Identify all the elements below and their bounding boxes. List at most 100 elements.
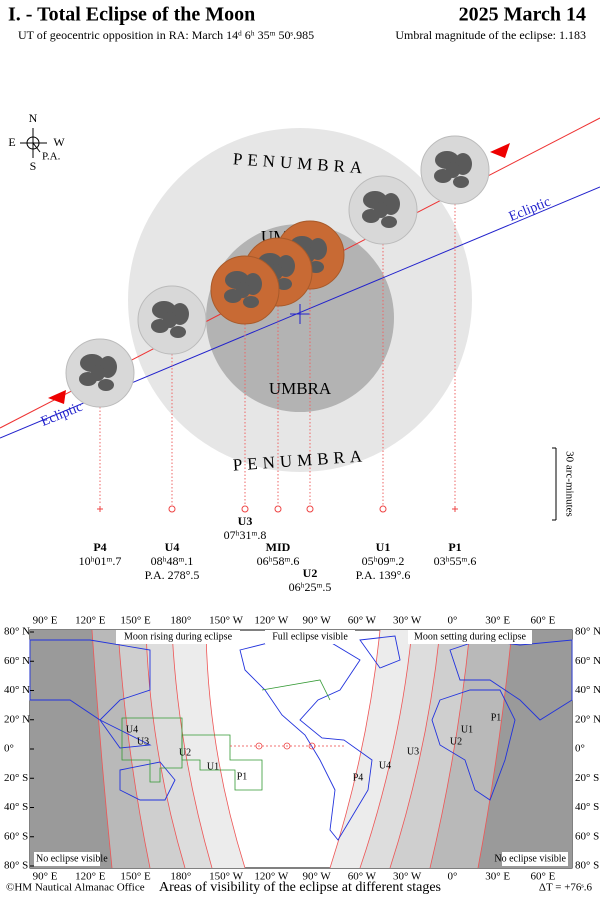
lat-label: 40° N (575, 684, 600, 696)
lat-label: 0° (4, 743, 14, 755)
moon-maria (98, 379, 114, 391)
date: 2025 March 14 (459, 4, 586, 26)
compass-w: W (53, 135, 65, 149)
title: I. - Total Eclipse of the Moon (8, 4, 255, 26)
contact-marker (379, 505, 387, 513)
arrow (48, 390, 66, 404)
lat-label: 0° (575, 743, 585, 755)
region-label: No eclipse visible (36, 853, 108, 864)
contact-time: 07ʰ31ᵐ.8 (224, 528, 267, 542)
magnitude: Umbral magnitude of the eclipse: 1.183 (395, 28, 586, 42)
lon-label: 30° E (485, 871, 510, 883)
lat-label: 80° N (575, 626, 600, 638)
lat-label: 80° S (4, 860, 28, 872)
stage-label: U1 (461, 724, 473, 735)
stage-label: U4 (126, 724, 138, 735)
stage-label: U2 (450, 736, 462, 747)
lon-label: 60° E (531, 871, 556, 883)
compass-pa: P.A. (42, 151, 61, 163)
moons: UMBRA (65, 135, 490, 513)
compass: N S E W P.A. (8, 111, 65, 173)
region-label: Moon rising during eclipse (124, 631, 233, 642)
lat-label: 80° N (4, 626, 30, 638)
map: 90° E 90° E 120° E 120° E 150° E 150° E 180° 18… (4, 615, 600, 883)
delta-t: ΔT = +76ˢ.6 (539, 882, 593, 894)
opposition: UT of geocentric opposition in RA: March… (18, 28, 314, 42)
moon-maria (243, 296, 259, 308)
lon-label: 120° W (254, 615, 288, 627)
lon-label: 90° W (302, 871, 331, 883)
lon-label: 0° (447, 615, 457, 627)
lon-label: 30° W (393, 615, 422, 627)
lat-label: 40° N (4, 684, 30, 696)
moon-maria (170, 326, 186, 338)
contact-time: 06ʰ58ᵐ.6 (257, 554, 300, 568)
lat-label: 40° S (575, 801, 599, 813)
copyright: ©HM Nautical Almanac Office (6, 882, 145, 894)
lat-label: 20° S (4, 772, 28, 784)
contact-time: 03ʰ55ᵐ.6 (434, 554, 477, 568)
stage-label: P1 (237, 771, 248, 782)
map-caption: Areas of visibility of the eclipse at di… (159, 880, 441, 895)
region-label-box (34, 852, 100, 866)
lon-label: 150° E (120, 615, 151, 627)
moon-maria (453, 176, 469, 188)
contact-time: 06ʰ25ᵐ.5 (289, 580, 332, 594)
contact-label: P1 (448, 540, 461, 554)
region-label: Full eclipse visible (272, 631, 348, 642)
scale-label: 30 arc-minutes (563, 451, 575, 517)
stage-label: U2 (179, 747, 191, 758)
lon-label: 150° E (120, 871, 151, 883)
lon-label: 180° (170, 871, 191, 883)
lat-label: 60° N (4, 655, 30, 667)
lon-label: 60° E (531, 615, 556, 627)
region-label-box (502, 852, 568, 866)
lat-label: 80° S (575, 860, 599, 872)
lon-label: 90° W (302, 615, 331, 627)
contact-time: 10ʰ01ᵐ.7 (79, 554, 122, 568)
lon-label: 60° W (348, 871, 377, 883)
arrow (490, 143, 510, 158)
contact-label: U3 (238, 514, 253, 528)
lat-label: 40° S (4, 801, 28, 813)
lat-label: 60° N (575, 655, 600, 667)
moon-maria (374, 202, 388, 218)
lon-label: 120° W (254, 871, 288, 883)
lon-label: 120° E (75, 871, 106, 883)
lon-label: 120° E (75, 615, 106, 627)
ecliptic-label: Ecliptic (507, 195, 553, 225)
moon-maria (91, 365, 105, 381)
lon-label: 150° W (209, 615, 243, 627)
region-label-box (408, 630, 532, 644)
umbra-label: UMBRA (269, 379, 332, 398)
region-label: Moon setting during eclipse (414, 631, 526, 642)
region-label-box (265, 630, 355, 644)
moon-maria (276, 278, 292, 290)
lon-label: 0° (447, 871, 457, 883)
lon-label: 180° (170, 615, 191, 627)
compass-s: S (30, 159, 37, 173)
contact-label: P4 (93, 540, 106, 554)
stage-label: U4 (379, 760, 391, 771)
lat-label: 60° S (575, 830, 599, 842)
contact-label: U2 (303, 566, 318, 580)
lat-label: 20° S (575, 772, 599, 784)
moon-maria (236, 282, 250, 298)
lon-label: 90° E (33, 615, 58, 627)
contact-marker (241, 505, 249, 513)
lon-label: 30° E (485, 615, 510, 627)
contact-marker (168, 505, 176, 513)
region-label: No eclipse visible (494, 853, 566, 864)
lat-label: 20° N (575, 713, 600, 725)
contact-label: U4 (165, 540, 180, 554)
stage-label: U1 (207, 761, 219, 772)
contact-time: 08ʰ48ᵐ.1 (151, 554, 194, 568)
stage-label: U3 (137, 736, 149, 747)
compass-e: E (8, 135, 15, 149)
lon-label: 60° W (348, 615, 377, 627)
contact-marker (306, 505, 314, 513)
moon-maria (446, 162, 460, 178)
contact-time: 05ʰ09ᵐ.2 (362, 554, 405, 568)
